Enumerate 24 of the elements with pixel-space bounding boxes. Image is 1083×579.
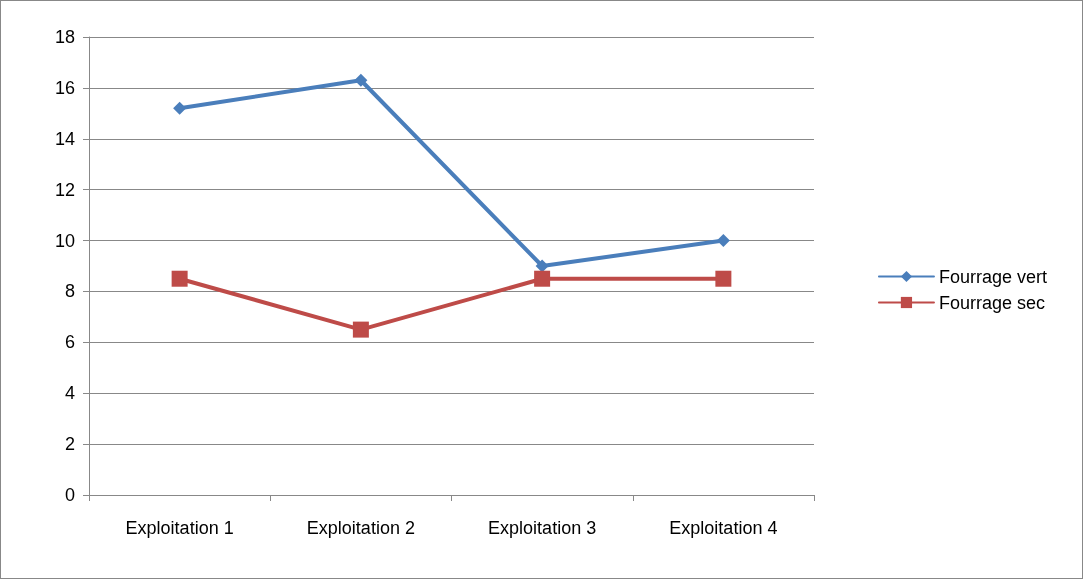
y-tick-label: 12: [54, 179, 75, 200]
y-tick-label: 2: [64, 434, 75, 455]
y-tick-label: 16: [54, 77, 75, 98]
legend-label: Fourrage vert: [938, 266, 1047, 287]
y-tick-label: 10: [54, 230, 75, 251]
point: [173, 101, 187, 115]
point: [352, 321, 369, 338]
y-tick-label: 14: [54, 128, 75, 149]
y-tick-label: 18: [54, 27, 75, 47]
x-tick-label: Exploitation 1: [125, 518, 234, 538]
y-tick-label: 0: [64, 485, 75, 505]
x-tick-label: Exploitation 2: [306, 518, 415, 538]
x-tick-label: Exploitation 3: [488, 518, 597, 538]
point: [354, 73, 368, 87]
legend-label: Fourrage sec: [938, 292, 1046, 313]
point: [171, 270, 188, 287]
point: [535, 259, 549, 273]
x-tick-label: Exploitation 4: [669, 518, 778, 538]
point: [716, 234, 730, 248]
y-tick-label: 4: [64, 383, 75, 404]
y-tick-label: 6: [64, 332, 75, 353]
point: [534, 270, 551, 287]
y-tick-label: 8: [64, 281, 75, 302]
point: [715, 270, 732, 287]
